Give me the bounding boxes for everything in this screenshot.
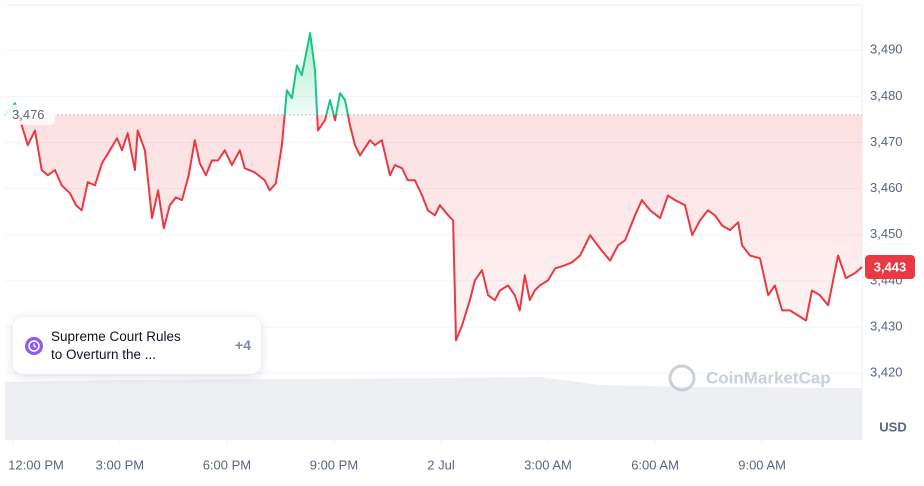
x-tick-label: 3:00 PM: [96, 457, 144, 472]
price-area: [5, 33, 862, 341]
x-tick-label: 6:00 PM: [203, 457, 251, 472]
baseline-label-box: [5, 104, 55, 125]
news-line: to Overturn the ...: [51, 347, 157, 362]
news-icon: [25, 337, 43, 355]
y-tick-label: 3,490: [870, 42, 903, 57]
x-tick-label: 12:00 PM: [8, 457, 64, 472]
current-price-box: [865, 255, 915, 280]
news-headline: Supreme Court Rules to Overturn the ...: [51, 328, 211, 364]
currency-label: USD: [879, 419, 906, 434]
x-tick-label: 2 Jul: [427, 457, 455, 472]
y-tick-label: 3,430: [870, 318, 903, 333]
x-tick-label: 9:00 AM: [738, 457, 786, 472]
x-tick-label: 9:00 PM: [310, 457, 358, 472]
x-tick-label: 3:00 AM: [524, 457, 572, 472]
news-tooltip[interactable]: Supreme Court Rules to Overturn the ... +…: [13, 317, 261, 374]
clock-icon: [28, 340, 40, 352]
baseline-label: 3,476: [12, 107, 45, 122]
y-tick-label: 3,460: [870, 180, 903, 195]
current-price-label: 3,443: [874, 259, 907, 274]
volume-area: [5, 377, 862, 440]
price-line: [4, 32, 863, 342]
y-tick-label: 3,470: [870, 134, 903, 149]
y-tick-label: 3,480: [870, 88, 903, 103]
watermark: CoinMarketCap: [668, 364, 831, 392]
news-line: Supreme Court Rules: [51, 329, 181, 344]
x-tick-label: 6:00 AM: [631, 457, 679, 472]
watermark-text: CoinMarketCap: [706, 368, 831, 387]
news-count: +4: [235, 337, 251, 353]
y-tick-label: 3,450: [870, 226, 903, 241]
y-tick-label: 3,420: [870, 365, 903, 380]
